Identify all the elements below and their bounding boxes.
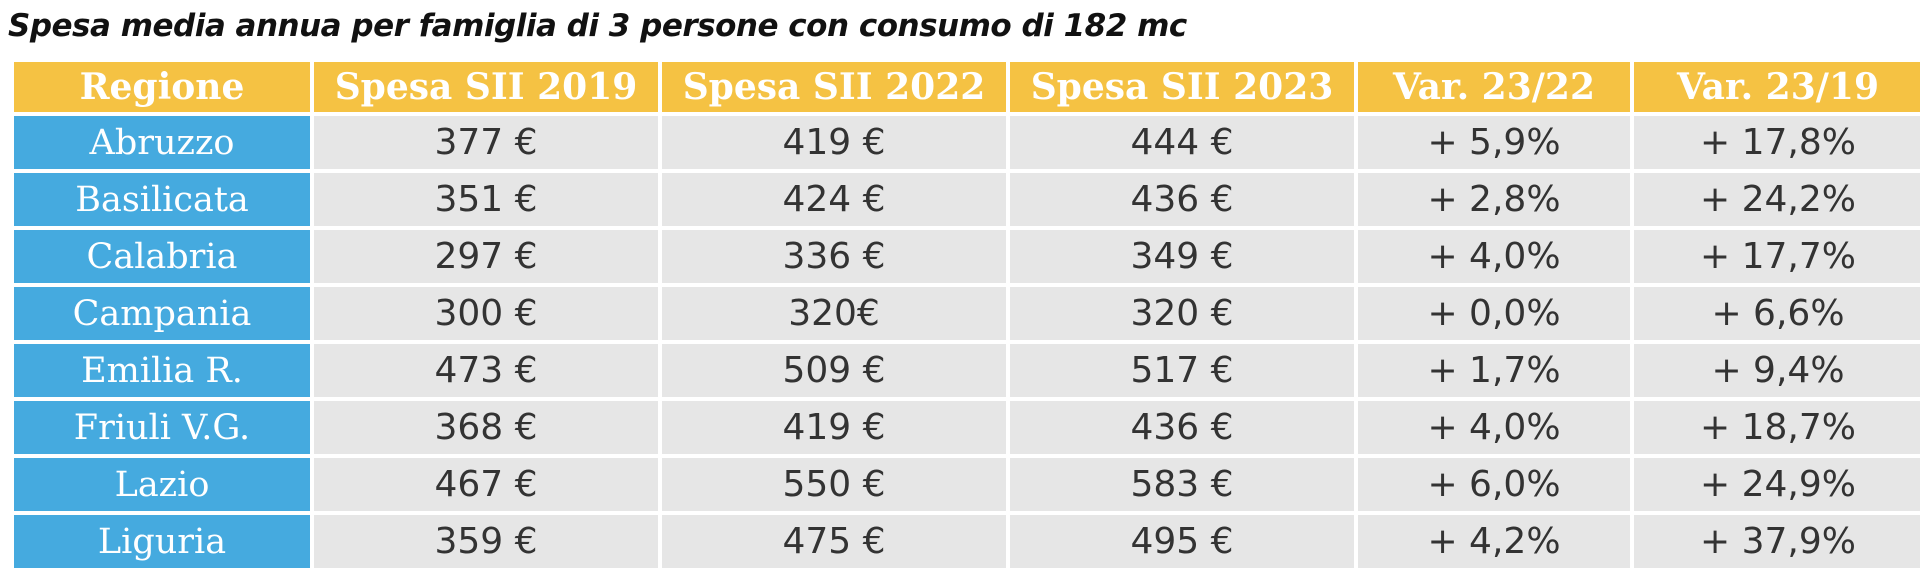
table-cell: + 24,9% [1634, 458, 1920, 511]
table-cell: + 6,6% [1634, 287, 1920, 340]
header-row: Regione Spesa SII 2019 Spesa SII 2022 Sp… [14, 62, 1920, 112]
table-row: Liguria 359 € 475 € 495 € + 4,2% + 37,9% [14, 515, 1920, 568]
table-cell: + 17,8% [1634, 116, 1920, 169]
table-cell: 336 € [662, 230, 1006, 283]
table-cell: 424 € [662, 173, 1006, 226]
table-cell: 320€ [662, 287, 1006, 340]
table-cell: + 4,0% [1358, 230, 1630, 283]
table-cell: + 2,8% [1358, 173, 1630, 226]
table-cell: 359 € [314, 515, 658, 568]
table-cell: 300 € [314, 287, 658, 340]
table-cell: 550 € [662, 458, 1006, 511]
table-cell: + 24,2% [1634, 173, 1920, 226]
table-cell: 351 € [314, 173, 658, 226]
table-cell: 583 € [1010, 458, 1354, 511]
header-cell: Spesa SII 2023 [1010, 62, 1354, 112]
table-row: Emilia R. 473 € 509 € 517 € + 1,7% + 9,4… [14, 344, 1920, 397]
table-row: Lazio 467 € 550 € 583 € + 6,0% + 24,9% [14, 458, 1920, 511]
table-cell: 436 € [1010, 173, 1354, 226]
header-cell: Spesa SII 2019 [314, 62, 658, 112]
table-cell: + 5,9% [1358, 116, 1630, 169]
region-cell: Emilia R. [14, 344, 310, 397]
region-cell: Campania [14, 287, 310, 340]
table-row: Abruzzo 377 € 419 € 444 € + 5,9% + 17,8% [14, 116, 1920, 169]
table-cell: + 37,9% [1634, 515, 1920, 568]
table-row: Calabria 297 € 336 € 349 € + 4,0% + 17,7… [14, 230, 1920, 283]
header-cell: Regione [14, 62, 310, 112]
table-cell: 444 € [1010, 116, 1354, 169]
table-cell: 349 € [1010, 230, 1354, 283]
table-cell: 467 € [314, 458, 658, 511]
header-cell: Spesa SII 2022 [662, 62, 1006, 112]
table-cell: 377 € [314, 116, 658, 169]
table-row: Campania 300 € 320€ 320 € + 0,0% + 6,6% [14, 287, 1920, 340]
chart-title: Spesa media annua per famiglia di 3 pers… [8, 8, 1187, 44]
table-cell: 475 € [662, 515, 1006, 568]
table-cell: 436 € [1010, 401, 1354, 454]
table-row: Friuli V.G. 368 € 419 € 436 € + 4,0% + 1… [14, 401, 1920, 454]
table-cell: 368 € [314, 401, 658, 454]
region-cell: Abruzzo [14, 116, 310, 169]
table-cell: + 4,0% [1358, 401, 1630, 454]
table-cell: 517 € [1010, 344, 1354, 397]
region-cell: Liguria [14, 515, 310, 568]
table-cell: + 9,4% [1634, 344, 1920, 397]
table-cell: 495 € [1010, 515, 1354, 568]
table-cell: 320 € [1010, 287, 1354, 340]
table-cell: + 6,0% [1358, 458, 1630, 511]
table-cell: + 4,2% [1358, 515, 1630, 568]
table-cell: 473 € [314, 344, 658, 397]
region-cell: Calabria [14, 230, 310, 283]
table-cell: 419 € [662, 116, 1006, 169]
table-cell: 419 € [662, 401, 1006, 454]
region-cell: Basilicata [14, 173, 310, 226]
table-row: Basilicata 351 € 424 € 436 € + 2,8% + 24… [14, 173, 1920, 226]
table-cell: + 0,0% [1358, 287, 1630, 340]
table-cell: + 17,7% [1634, 230, 1920, 283]
header-cell: Var. 23/22 [1358, 62, 1630, 112]
table-cell: + 18,7% [1634, 401, 1920, 454]
header-cell: Var. 23/19 [1634, 62, 1920, 112]
spending-table: Regione Spesa SII 2019 Spesa SII 2022 Sp… [10, 58, 1920, 572]
table-cell: 297 € [314, 230, 658, 283]
table-cell: 509 € [662, 344, 1006, 397]
region-cell: Lazio [14, 458, 310, 511]
region-cell: Friuli V.G. [14, 401, 310, 454]
table-cell: + 1,7% [1358, 344, 1630, 397]
